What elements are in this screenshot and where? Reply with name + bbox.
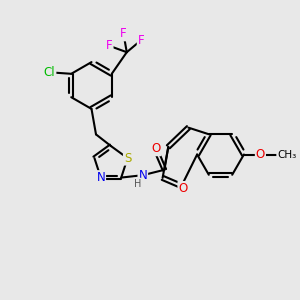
Text: F: F — [120, 27, 127, 40]
Text: Cl: Cl — [44, 66, 56, 79]
Text: O: O — [256, 148, 265, 161]
Text: O: O — [178, 182, 188, 195]
Text: N: N — [139, 169, 147, 182]
Text: S: S — [124, 152, 131, 165]
Text: F: F — [138, 34, 144, 47]
Text: F: F — [106, 39, 112, 52]
Text: O: O — [152, 142, 161, 155]
Text: CH₃: CH₃ — [277, 149, 296, 160]
Text: N: N — [96, 171, 105, 184]
Text: H: H — [134, 178, 141, 189]
